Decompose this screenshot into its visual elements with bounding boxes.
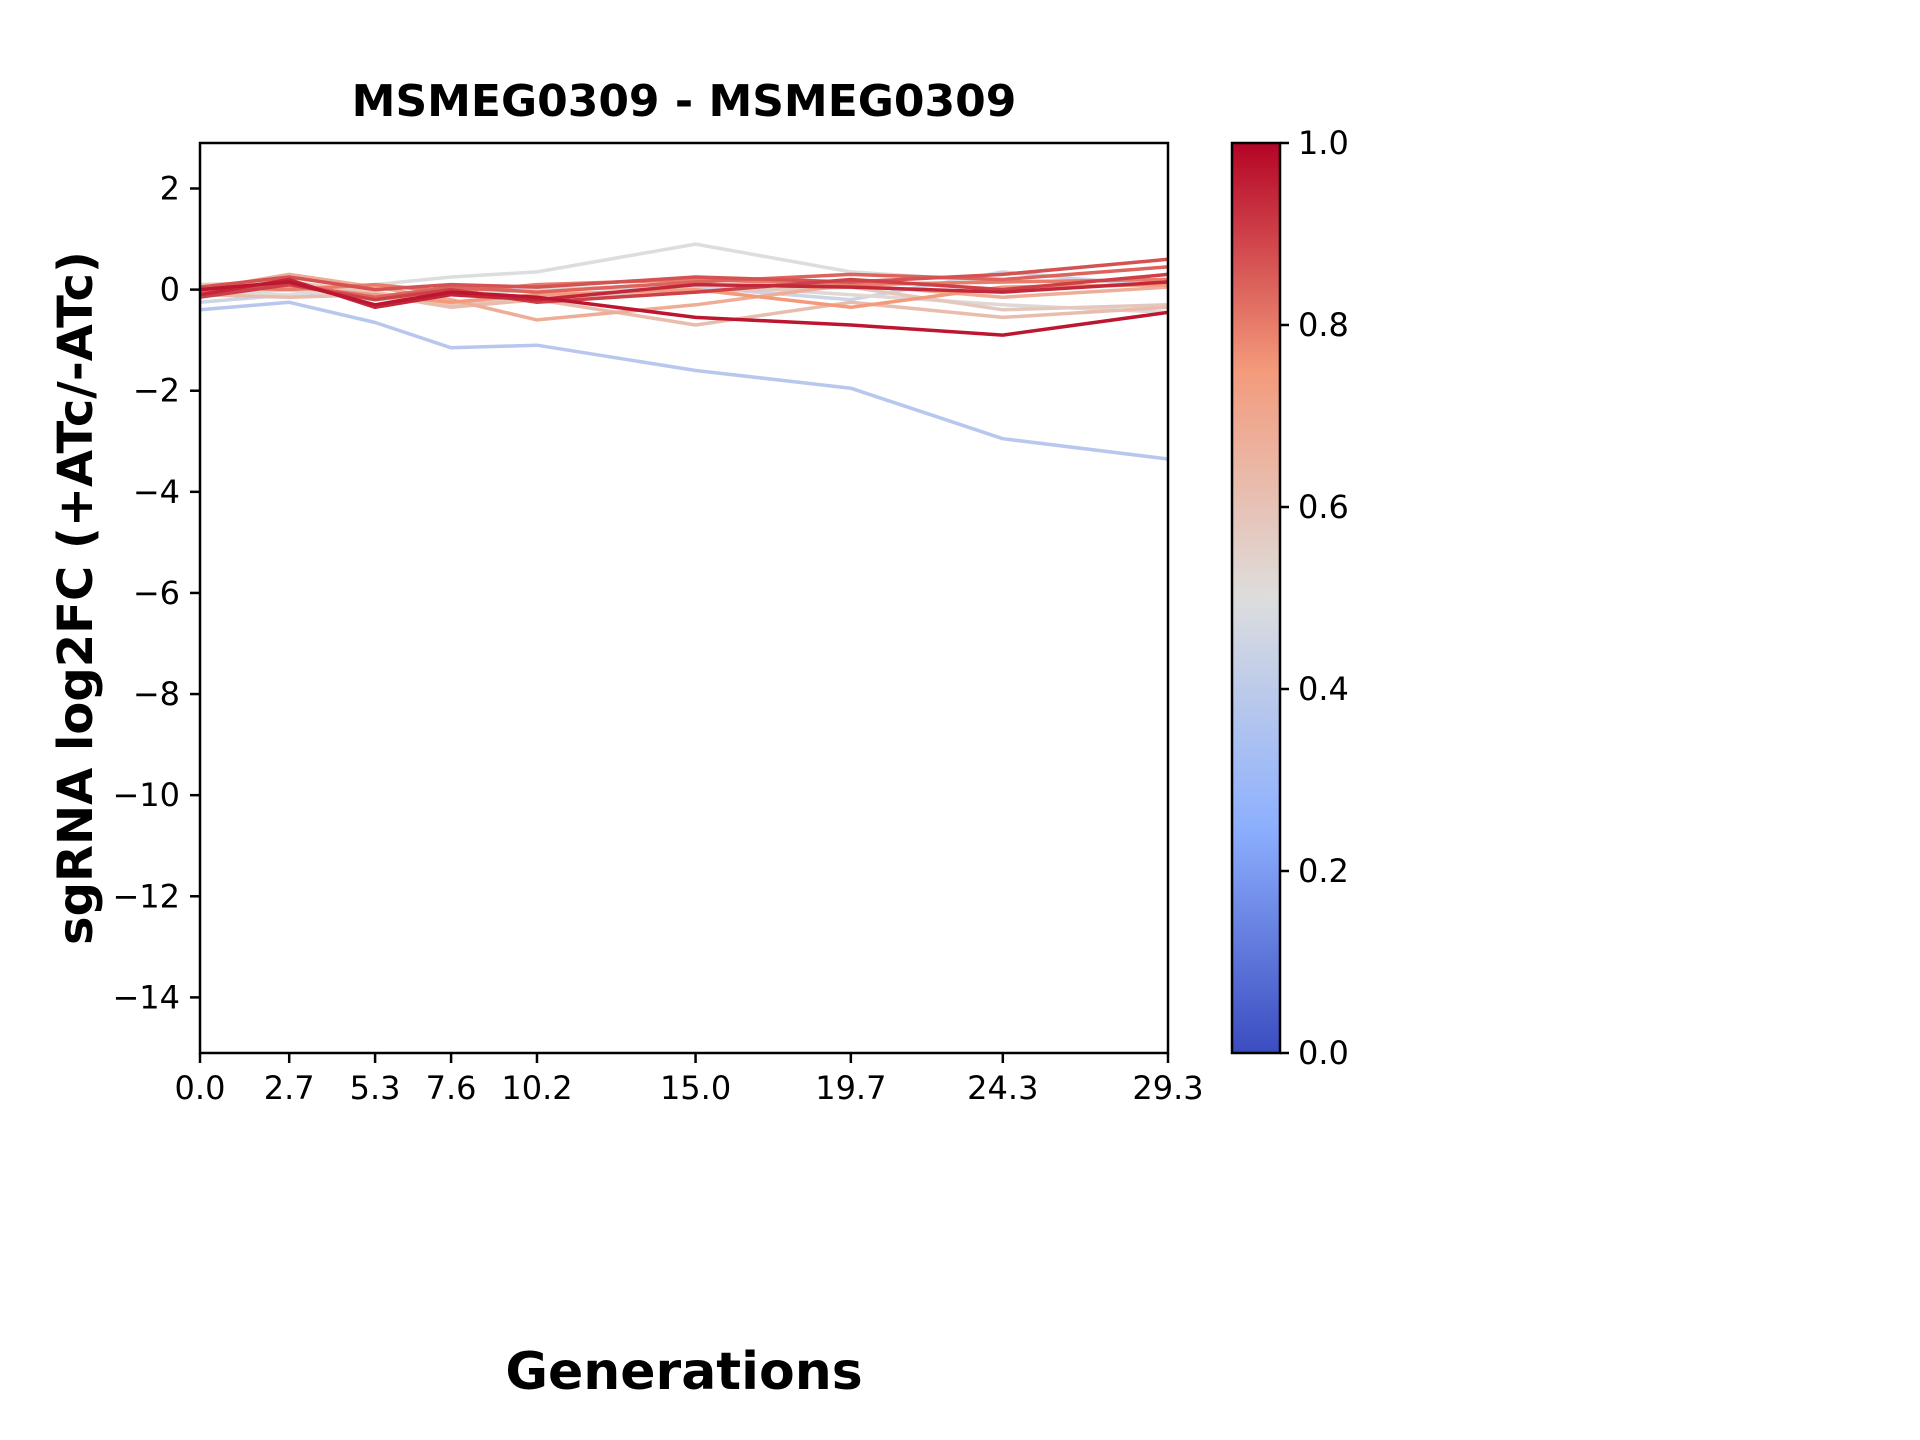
plot-area — [198, 141, 1170, 1055]
colorbar-tick-label: 0.4 — [1298, 670, 1349, 708]
y-tick-label: −6 — [133, 574, 180, 612]
x-tick-label: 7.6 — [426, 1069, 477, 1107]
y-tick-label: 2 — [160, 170, 180, 208]
y-tick-label: 0 — [160, 271, 180, 309]
x-tick-label: 29.3 — [1132, 1069, 1203, 1107]
series-lines — [200, 242, 1168, 461]
colorbar-frame — [1230, 141, 1282, 1055]
y-tick-label: −2 — [133, 372, 180, 410]
sgrna-line-1 — [200, 300, 1168, 461]
y-tick-label: −14 — [112, 978, 180, 1016]
x-tick-label: 24.3 — [967, 1069, 1038, 1107]
x-tick-label: 2.7 — [264, 1069, 315, 1107]
y-tick-label: −8 — [133, 675, 180, 713]
sgrna-line-14 — [200, 280, 1168, 337]
colorbar-tick-label: 0.0 — [1298, 1034, 1349, 1072]
colorbar-tick-label: 0.6 — [1298, 488, 1349, 526]
y-tick-label: −10 — [112, 776, 180, 814]
x-tick-label: 19.7 — [815, 1069, 886, 1107]
x-tick-label: 15.0 — [660, 1069, 731, 1107]
x-tick-label: 5.3 — [350, 1069, 401, 1107]
sgrna-line-11 — [200, 257, 1168, 292]
x-tick-label: 10.2 — [501, 1069, 572, 1107]
y-tick-label: −12 — [112, 877, 180, 915]
colorbar-gradient — [1232, 143, 1280, 1053]
y-tick-label: −4 — [133, 473, 180, 511]
colorbar-tick-label: 0.2 — [1298, 852, 1349, 890]
x-tick-label: 0.0 — [175, 1069, 226, 1107]
colorbar-tick-label: 1.0 — [1298, 124, 1349, 162]
y-axis-label: sgRNA log2FC (+ATc/-ATc) — [48, 251, 104, 945]
x-axis-label: Generations — [505, 1342, 863, 1402]
chart-title: MSMEG0309 - MSMEG0309 — [351, 76, 1017, 127]
colorbar-tick-label: 0.8 — [1298, 306, 1349, 344]
